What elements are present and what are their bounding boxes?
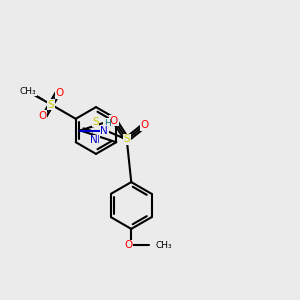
Text: S: S (92, 116, 99, 127)
Text: N: N (90, 135, 98, 146)
Text: N: N (100, 125, 108, 136)
Text: N: N (92, 135, 99, 146)
Text: O: O (124, 240, 132, 250)
Text: S: S (92, 116, 99, 126)
Text: O: O (39, 111, 47, 121)
Text: S: S (123, 134, 130, 145)
Text: O: O (27, 91, 28, 92)
Text: CH₃: CH₃ (155, 241, 172, 250)
Text: H: H (104, 118, 111, 127)
Text: CH₃: CH₃ (20, 86, 36, 95)
Text: O: O (110, 116, 118, 126)
Text: O: O (55, 88, 63, 98)
Text: S: S (48, 100, 54, 110)
Text: O: O (140, 120, 148, 130)
